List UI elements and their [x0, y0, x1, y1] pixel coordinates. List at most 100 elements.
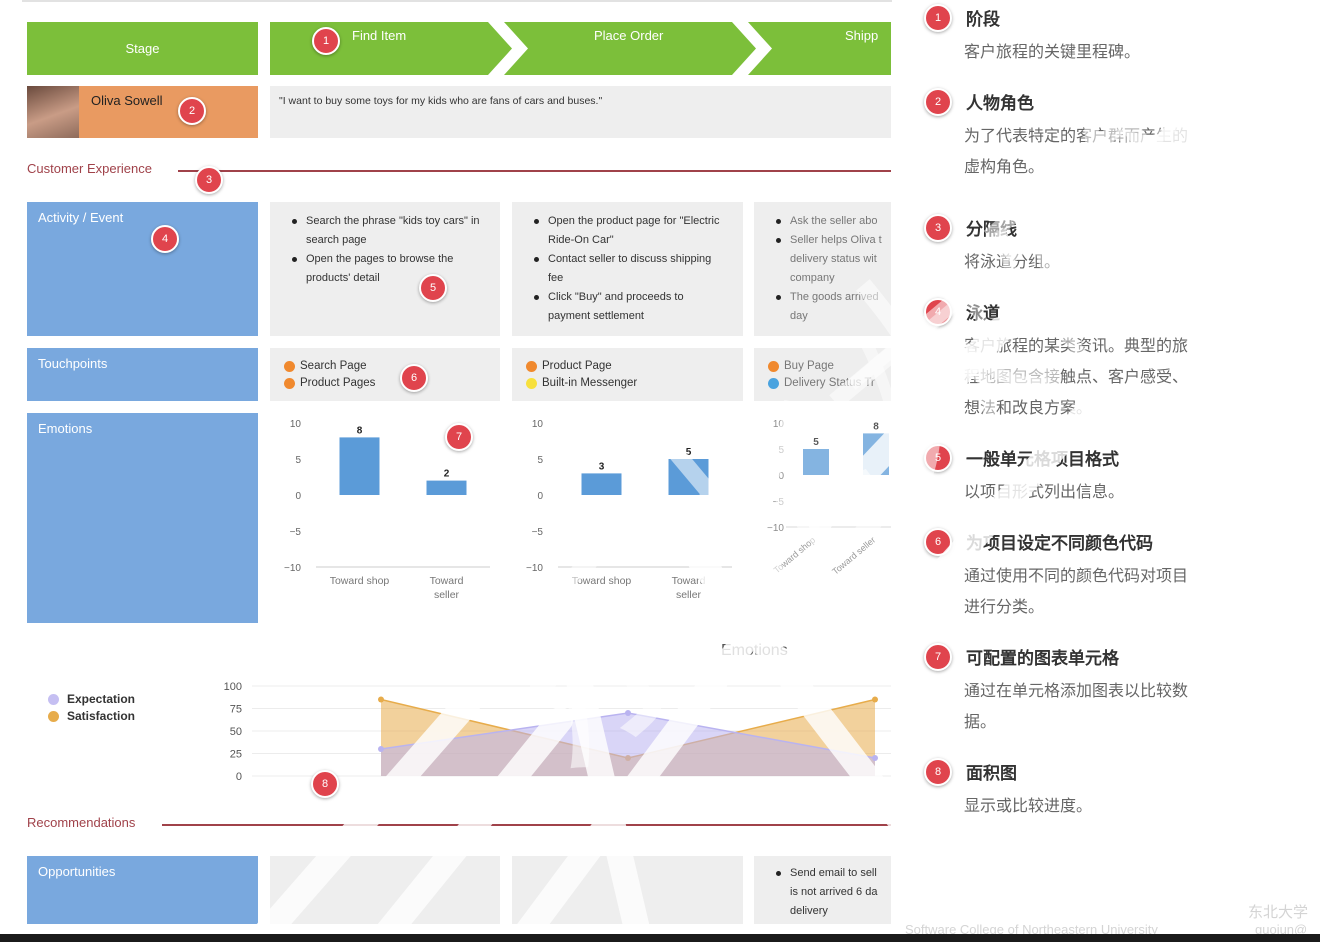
panel-badge-6: 6	[924, 528, 952, 556]
stage-find-item[interactable]: Find Item	[270, 22, 512, 75]
x-tick-label: Toward shop	[572, 575, 632, 587]
lane-emotions: Emotions	[27, 413, 258, 623]
lane-activity: Activity / Event	[27, 202, 258, 336]
callout-badge-8: 8	[311, 770, 339, 798]
avatar	[27, 86, 79, 138]
emotion-bar-chart-3: 10 5 0 −5 −10 5 Toward shop 8 Toward seller	[767, 419, 891, 577]
callout-badge-2: 2	[178, 97, 206, 125]
touchpoint-dot	[526, 378, 537, 389]
x-tick-label: seller	[434, 589, 460, 601]
callout-badge-7: 7	[445, 423, 473, 451]
callout-badge-3: 3	[195, 166, 223, 194]
customer-experience-label: Customer Experience	[27, 161, 152, 176]
panel-desc-line: 程地图包含接触点、客户感受、	[964, 369, 1189, 386]
legend-dot	[48, 693, 59, 705]
x-tick-label: seller	[676, 589, 702, 601]
touchpoint-item: Delivery Status Tr	[768, 375, 875, 392]
touchpoint-label: Delivery Status Tr	[784, 377, 875, 389]
customer-experience-divider	[178, 170, 891, 172]
panel-title-lane: 泳道	[966, 304, 1000, 323]
opportunities-cell-3: Send email to sell is not arrived 6 da d…	[754, 856, 891, 924]
x-tick-label: Toward shop	[772, 535, 818, 575]
y-tick-label: 10	[290, 419, 302, 430]
y-tick-label: −5	[532, 527, 544, 538]
panel-desc-line: 据。	[964, 714, 997, 731]
stage-shipping[interactable]: Shipp	[748, 22, 891, 75]
legend-label: Satisfaction	[67, 709, 136, 723]
bottom-bar	[0, 934, 1320, 942]
bar-value-label: 8	[357, 425, 363, 436]
callout-badge-5: 5	[419, 274, 447, 302]
opportunities-cell-2	[512, 856, 743, 924]
panel-title-color-code: 为项目设定不同颜色代码	[966, 534, 1153, 553]
stage-shipping-label: Shipp	[845, 28, 879, 43]
panel-title-area-chart: 面积图	[966, 764, 1017, 783]
panel-desc-line: 通过在单元格添加图表以比较数	[964, 683, 1189, 700]
panel-desc-line: 进行分类。	[964, 599, 1045, 616]
panel-desc-persona: 为了代表特定的客户群而产生的 虚构角色。	[964, 121, 1188, 183]
legend-label: Expectation	[67, 692, 136, 706]
touchpoints-cell-1: Search Page Product Pages	[270, 348, 500, 401]
activity-cell-1: Search the phrase "kids toy cars" in sea…	[270, 202, 500, 336]
panel-desc-cell-format: 以项目形式列出信息。	[964, 477, 1124, 508]
panel-desc-area-chart: 显示或比较进度。	[964, 791, 1092, 822]
y-tick-label: 100	[224, 681, 242, 693]
legend-satisfaction[interactable]: Satisfaction	[48, 709, 135, 723]
list-item: Open the pages to browse the products' d…	[290, 250, 490, 288]
touchpoint-item: Built-in Messenger	[526, 375, 637, 392]
panel-desc-line: 客户旅程的某类资讯。典型的旅	[964, 338, 1189, 355]
bar-value-label: 8	[873, 421, 879, 432]
footer-college: Software College of Northeastern Univers…	[905, 922, 1158, 937]
area-chart-title: Emotions	[721, 642, 788, 659]
panel-title-persona: 人物角色	[966, 94, 1034, 113]
emotions-area-chart: 100 75 50 25 0	[224, 681, 891, 783]
touchpoint-dot	[526, 361, 537, 372]
panel-title-cell-format: 一般单元格项目格式	[966, 450, 1119, 469]
callout-badge-4: 4	[151, 225, 179, 253]
recommendations-divider	[162, 824, 891, 826]
y-tick-label: 0	[295, 491, 301, 502]
y-tick-label: 25	[230, 749, 242, 761]
persona-name: Oliva Sowell	[91, 93, 163, 108]
panel-badge-2: 2	[924, 88, 952, 116]
panel-title-chart-cell: 可配置的图表单元格	[966, 649, 1119, 668]
panel-desc-line: 想法和改良方案。	[964, 400, 1093, 417]
x-tick-label: Toward shop	[330, 575, 390, 587]
touchpoint-item: Product Page	[526, 358, 637, 375]
y-tick-label: 5	[537, 455, 543, 466]
touchpoint-label: Search Page	[300, 360, 367, 372]
bar	[863, 433, 889, 475]
panel-desc-line: 为了代表特定的客户群而产生的	[964, 128, 1189, 145]
panel-badge-7: 7	[924, 643, 952, 671]
panel-desc-line: 将泳道分组。	[964, 254, 1061, 271]
stage-find-item-label: Find Item	[352, 28, 407, 43]
data-point	[378, 746, 384, 752]
persona-quote: "I want to buy some toys for my kids who…	[270, 86, 891, 138]
y-tick-label: 5	[295, 455, 301, 466]
touchpoints-cell-2: Product Page Built-in Messenger	[512, 348, 743, 401]
emotion-bar-chart-2: 10 5 0 −5 −10 3 Toward shop 5 Toward seller	[526, 419, 732, 601]
touchpoint-item: Product Pages	[284, 375, 375, 392]
x-tick-label: Toward	[672, 575, 706, 587]
panel-badge-1: 1	[924, 4, 952, 32]
panel-desc-lane: 客户旅程的某类资讯。典型的旅 程地图包含接触点、客户感受、 想法和改良方案。	[964, 331, 1188, 424]
activity-cell-3: Ask the seller abo Seller helps Oliva t …	[754, 202, 891, 336]
legend-expectation[interactable]: Expectation	[48, 692, 135, 706]
y-tick-label: −10	[284, 563, 301, 574]
bar	[803, 449, 829, 475]
footer-email: guojun@	[1255, 922, 1308, 937]
touchpoint-item: Buy Page	[768, 358, 875, 375]
stage-place-order[interactable]: Place Order	[504, 22, 756, 75]
bar-value-label: 3	[599, 461, 605, 472]
y-tick-label: −10	[767, 523, 784, 534]
persona-quote-text: "I want to buy some toys for my kids who…	[279, 95, 603, 107]
list-item: Seller helps Oliva t delivery status wit…	[774, 231, 886, 288]
panel-title-stage: 阶段	[966, 10, 1000, 29]
y-tick-label: 50	[230, 726, 242, 738]
y-tick-label: 75	[230, 704, 242, 716]
panel-badge-5: 5	[924, 444, 952, 472]
list-item: Contact seller to discuss shipping fee	[532, 250, 722, 288]
touchpoint-dot	[284, 361, 295, 372]
touchpoint-dot	[768, 361, 779, 372]
touchpoint-label: Product Page	[542, 360, 612, 372]
